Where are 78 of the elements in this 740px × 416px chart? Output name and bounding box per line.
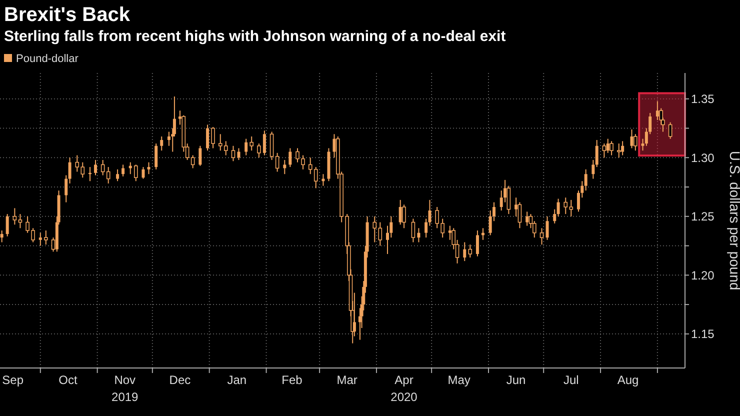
y-tick-label: 1.25 bbox=[691, 210, 715, 224]
x-tick-label: Nov 2019 bbox=[112, 373, 139, 404]
candlestick bbox=[411, 218, 416, 243]
y-tick-label: 1.20 bbox=[691, 268, 715, 282]
candlestick bbox=[237, 148, 240, 160]
candlestick bbox=[656, 100, 659, 121]
chart-subtitle: Sterling falls from recent highs with Johnson warning of a no-deal exit bbox=[4, 28, 506, 45]
candlestick bbox=[142, 166, 145, 180]
candlestick bbox=[257, 143, 261, 158]
candlestick bbox=[154, 143, 158, 170]
candlestick bbox=[12, 208, 17, 226]
candlestick bbox=[546, 216, 549, 240]
x-tick-label: Apr 2020 bbox=[390, 373, 418, 404]
candlestick bbox=[616, 143, 621, 158]
x-tick-label: Jul bbox=[563, 373, 579, 387]
x-tick-label: Oct bbox=[58, 373, 78, 387]
candlestick bbox=[584, 168, 588, 192]
candlestick bbox=[250, 136, 254, 152]
candlestick bbox=[122, 164, 125, 177]
candlestick bbox=[116, 168, 120, 182]
candlestick bbox=[190, 154, 195, 169]
candlestick bbox=[402, 204, 406, 229]
candlestick bbox=[106, 166, 110, 184]
candlestick bbox=[262, 130, 266, 156]
candlestick bbox=[592, 159, 595, 180]
x-tick-label: Feb bbox=[282, 373, 303, 387]
candlestick bbox=[526, 211, 529, 226]
candlestick bbox=[275, 152, 280, 172]
y-tick-label: 1.35 bbox=[691, 92, 715, 106]
candlestick bbox=[553, 208, 556, 224]
candlestick bbox=[595, 139, 598, 168]
y-tick-label: 1.30 bbox=[691, 150, 715, 165]
candlestick bbox=[38, 232, 42, 246]
candlestick bbox=[668, 122, 672, 140]
candlestick bbox=[198, 145, 202, 166]
candlestick bbox=[288, 148, 292, 168]
x-tick-label: Aug bbox=[617, 373, 639, 387]
candlestick bbox=[606, 138, 610, 154]
y-axis-title: U.S. dollars per pound bbox=[727, 150, 740, 290]
x-tick-label: May bbox=[448, 373, 470, 387]
x-tick-label: Sep bbox=[2, 373, 24, 387]
x-tick-label: Jun bbox=[506, 373, 526, 387]
x-tick-label: Mar bbox=[336, 373, 358, 387]
candlestick bbox=[6, 214, 9, 237]
candlestick bbox=[463, 242, 466, 262]
candlestick bbox=[468, 244, 472, 258]
candlestick bbox=[206, 124, 210, 152]
candlestick bbox=[398, 199, 402, 226]
x-tick-label: Jan bbox=[227, 373, 247, 387]
candlestick bbox=[68, 157, 72, 184]
candlestick bbox=[94, 159, 97, 176]
y-tick-label: 1.15 bbox=[691, 327, 715, 342]
candlestick bbox=[417, 228, 420, 243]
legend-label: Pound-dollar bbox=[16, 53, 79, 65]
candlestick bbox=[556, 198, 560, 217]
candlestick bbox=[211, 126, 215, 149]
candlestick bbox=[540, 228, 544, 246]
candlestick bbox=[44, 230, 48, 246]
candlestick bbox=[621, 140, 624, 156]
candlestick bbox=[147, 162, 150, 175]
candlestick bbox=[518, 202, 522, 229]
candlestick bbox=[160, 136, 164, 152]
candlestick bbox=[64, 174, 68, 203]
candlestick bbox=[630, 128, 634, 149]
candlestick bbox=[270, 131, 274, 160]
candlestick bbox=[634, 134, 638, 152]
candlestick bbox=[610, 140, 614, 156]
candlestick bbox=[0, 230, 4, 243]
x-tick-label: Dec bbox=[169, 373, 191, 387]
candlestick bbox=[244, 138, 248, 156]
candlestick bbox=[100, 159, 105, 176]
candlestick bbox=[602, 143, 606, 158]
candlestick bbox=[283, 159, 286, 175]
chart-title: Brexit's Back bbox=[4, 4, 131, 26]
candlestick bbox=[231, 145, 236, 162]
candlestick bbox=[476, 230, 479, 257]
candlestick bbox=[134, 164, 138, 182]
candlestick bbox=[18, 214, 22, 229]
